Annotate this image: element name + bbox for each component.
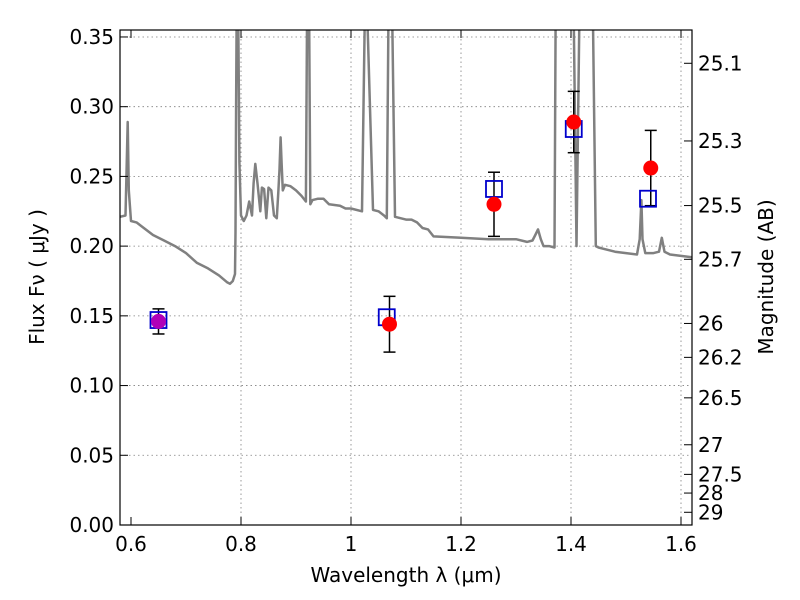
observed-point — [382, 316, 397, 332]
observed-point — [486, 196, 502, 212]
x-tick-label: 0.8 — [225, 532, 257, 556]
y-tick-label: 0.35 — [69, 25, 114, 49]
plot-frame — [119, 29, 693, 526]
y-tick-label: 0.10 — [69, 374, 114, 398]
right-tick-label: 26 — [698, 311, 723, 335]
right-tick-label: 26.5 — [698, 386, 743, 410]
sed-line-layer — [120, 30, 692, 286]
observed-point — [151, 313, 166, 329]
right-tick-label: 28 — [698, 481, 723, 505]
right-tick-label: 25.7 — [698, 247, 743, 271]
y-tick-label: 0.00 — [69, 513, 114, 537]
y-tick-label: 0.05 — [69, 443, 114, 467]
observed-point — [643, 160, 659, 176]
x-tick-label: 1.2 — [445, 532, 477, 556]
ticks: 0.6 0.8 1 1.2 1.4 1.6 0.00 0.05 0.10 0.15 0.20 0.25… — [69, 25, 742, 556]
x-tick-label: 1 — [345, 532, 358, 556]
right-tick-label: 25.3 — [698, 129, 743, 153]
x-tick-label: 1.6 — [665, 532, 697, 556]
marker-layer — [149, 90, 659, 353]
y-tick-label: 0.30 — [69, 95, 114, 119]
right-tick-label: 29 — [698, 500, 723, 524]
x-tick-label: 1.4 — [555, 532, 587, 556]
y-tick-label: 0.25 — [69, 164, 114, 188]
right-tick-label: 25.1 — [698, 51, 743, 75]
y-tick-label: 0.20 — [69, 234, 114, 258]
y-tick-label: 0.15 — [69, 304, 114, 328]
right-tick-label: 26.2 — [698, 345, 743, 369]
right-tick-label: 25.5 — [698, 194, 743, 218]
grid — [120, 30, 692, 525]
sed-line — [120, 30, 692, 286]
right-tick-label: 27 — [698, 433, 723, 457]
y-axis-label-right: Magnitude (AB) — [754, 199, 778, 354]
model-square-marker — [639, 189, 657, 208]
x-tick-label: 0.6 — [115, 532, 147, 556]
right-tick-label: 27.5 — [698, 462, 743, 486]
x-axis-label: Wavelength λ (μm) — [310, 563, 501, 587]
observed-point — [566, 114, 582, 130]
y-axis-label: Flux Fν ( μJy ) — [25, 209, 49, 345]
